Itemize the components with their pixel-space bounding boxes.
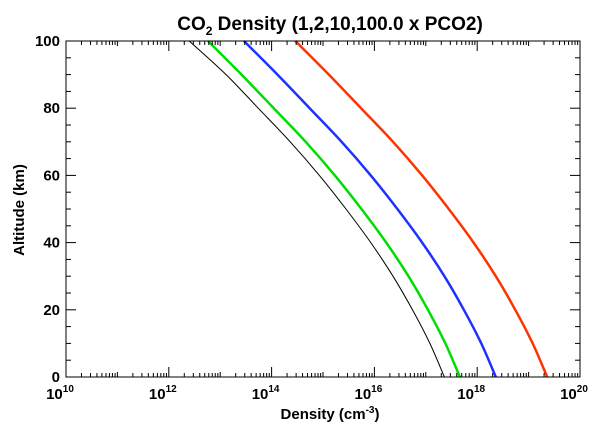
chart-title: CO2 Density (1,2,10,100.0 x PCO2) [177, 14, 483, 38]
series-line-0 [188, 40, 445, 378]
chart-title-subscript: 2 [206, 24, 213, 38]
x-axis-label: Density (cm-3) [281, 405, 380, 423]
x-tick-label: 1010 [46, 384, 74, 403]
y-tick-label: 20 [43, 302, 60, 319]
x-tick-label: 1014 [252, 384, 280, 403]
x-tick-label: 1016 [354, 384, 382, 403]
y-tick-label: 100 [35, 33, 60, 50]
x-tick-label: 1020 [560, 384, 588, 403]
series-line-1 [207, 40, 462, 378]
y-axis-label: Altitude (km) [11, 164, 28, 256]
y-tick-label: 80 [43, 100, 60, 117]
y-tick-label: 0 [52, 369, 60, 386]
plot-frame [65, 40, 581, 378]
x-tick-label: 1012 [149, 384, 177, 403]
y-tick-label: 40 [43, 235, 60, 252]
x-axis-label-superscript: -3 [366, 405, 375, 416]
series-line-3 [294, 40, 549, 378]
x-tick-label: 1018 [457, 384, 485, 403]
series-line-2 [243, 40, 497, 378]
y-tick-label: 60 [43, 167, 60, 184]
